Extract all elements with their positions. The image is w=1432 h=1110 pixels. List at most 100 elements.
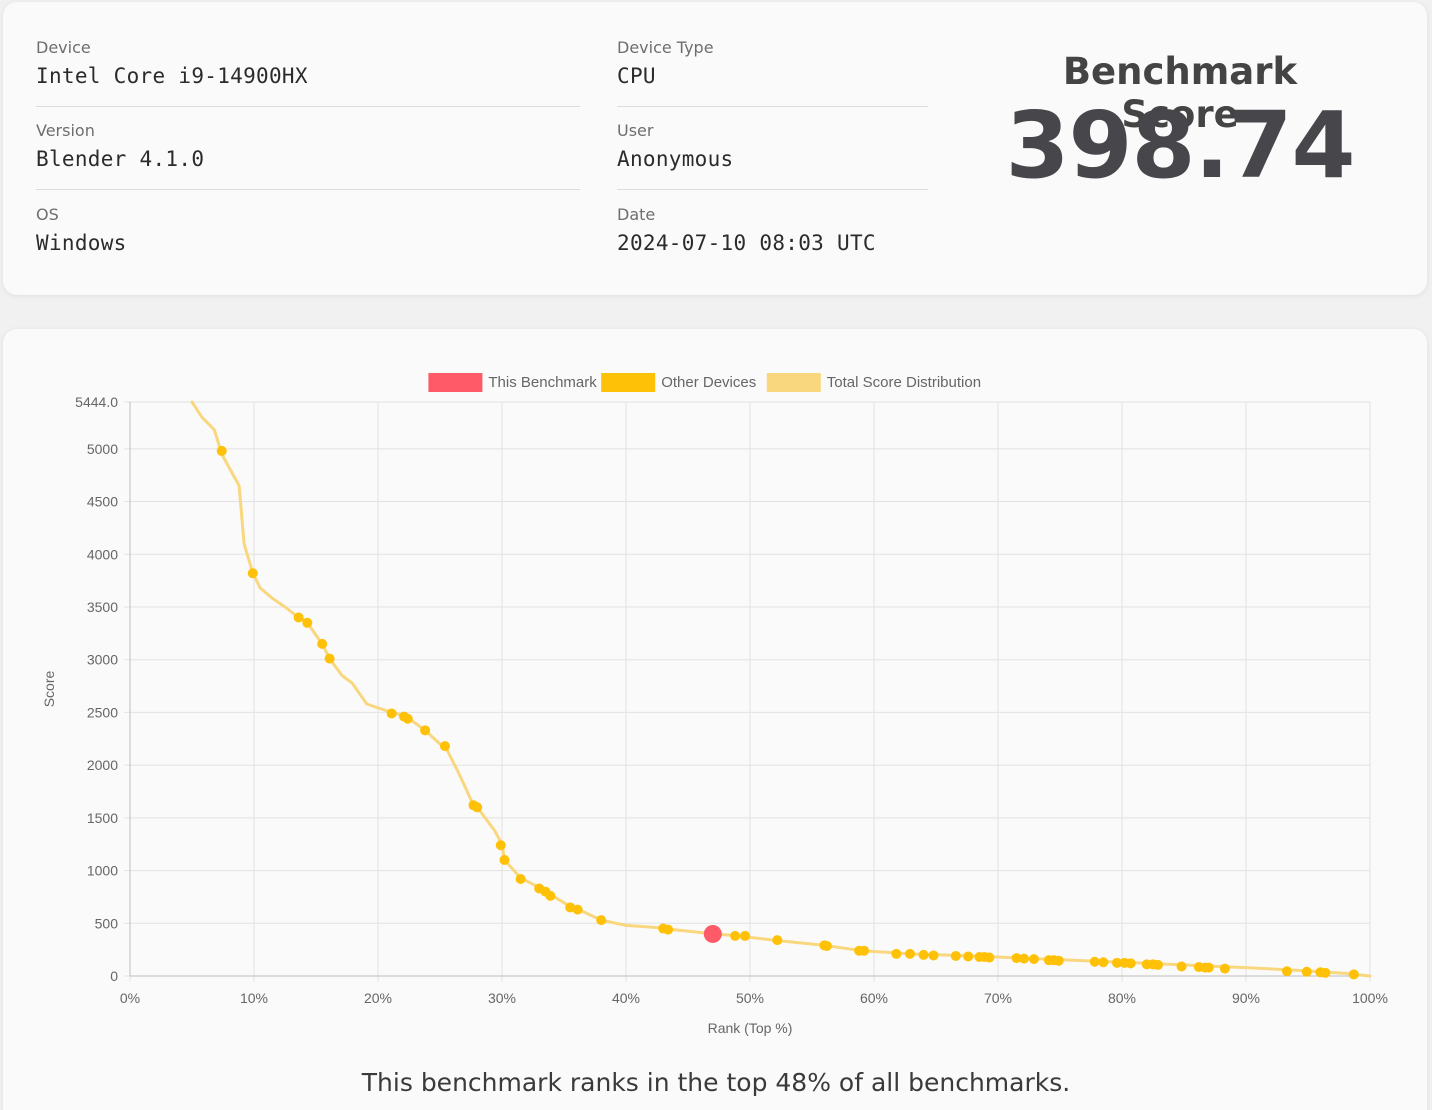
chart-card (3, 329, 1427, 1110)
date-label: Date (617, 205, 656, 224)
other-device-point (904, 948, 915, 959)
y-tick-label: 1000 (87, 863, 118, 879)
other-device-point (1028, 954, 1039, 965)
x-tick-label: 0% (120, 990, 140, 1006)
other-device-point (859, 945, 870, 956)
user-value: Anonymous (617, 147, 734, 171)
date-value: 2024-07-10 08:03 UTC (617, 231, 876, 255)
x-tick-label: 30% (488, 990, 516, 1006)
x-tick-label: 50% (736, 990, 764, 1006)
other-device-point (1011, 953, 1022, 964)
rank-summary-text: This benchmark ranks in the top 48% of a… (361, 1068, 1071, 1097)
device-field: Device Intel Core i9-14900HX (36, 38, 308, 88)
device-value: Intel Core i9-14900HX (36, 64, 308, 88)
legend-swatch (601, 373, 656, 392)
distribution-line-layer (190, 400, 1372, 978)
other-device-point (1301, 966, 1312, 977)
other-device-point (1320, 967, 1331, 978)
divider (36, 189, 580, 190)
legend-label: Total Score Distribution (827, 374, 981, 391)
other-device-point (918, 949, 929, 960)
other-device-point (772, 935, 783, 946)
other-device-point (1125, 958, 1136, 969)
other-device-point (1112, 957, 1123, 968)
x-tick-label: 60% (860, 990, 888, 1006)
other-device-point (1348, 969, 1359, 980)
x-axis-title: Rank (Top %) (708, 1020, 793, 1036)
other-device-point (545, 890, 556, 901)
device-label: Device (36, 38, 91, 57)
x-tick-label: 90% (1232, 990, 1260, 1006)
os-field: OS Windows (36, 205, 127, 255)
device-type-field: Device Type CPU (617, 38, 714, 88)
other-device-point (324, 653, 335, 664)
other-device-point (499, 855, 510, 866)
other-device-point (317, 638, 328, 649)
x-tick-label: 70% (984, 990, 1012, 1006)
date-field: Date 2024-07-10 08:03 UTC (617, 205, 876, 255)
other-device-point (1281, 966, 1292, 977)
y-tick-label: 2500 (87, 704, 118, 720)
legend-swatch (766, 373, 821, 392)
other-device-point (963, 951, 974, 962)
user-label: User (617, 121, 654, 140)
other-device-point (984, 952, 995, 963)
chart-legend[interactable]: This Benchmark Other Devices Total Score D… (428, 373, 981, 392)
benchmark-score-value: 398.74 (1005, 92, 1355, 199)
other-device-point (740, 930, 751, 941)
y-tick-label: 3500 (87, 599, 118, 615)
benchmark-info-card (3, 2, 1427, 295)
y-tick-label: 2000 (87, 757, 118, 773)
divider (617, 189, 928, 190)
device-type-value: CPU (617, 64, 656, 88)
legend-swatch (428, 373, 483, 392)
other-device-point (572, 904, 583, 915)
chart-axes: 0% 10% 20% 30% 40% 50% 60% 70% 80% 90% 100% 0 500 100… (41, 394, 1388, 1036)
legend-label: Other Devices (661, 374, 756, 391)
other-device-point (663, 924, 674, 935)
x-tick-label: 100% (1352, 990, 1388, 1006)
other-device-point (821, 940, 832, 951)
distribution-line (190, 400, 1372, 978)
os-value: Windows (36, 231, 127, 255)
other-device-point (596, 915, 607, 926)
y-tick-label: 3000 (87, 652, 118, 668)
y-tick-label: 4000 (87, 546, 118, 562)
user-field: User Anonymous (617, 121, 734, 171)
other-device-point (891, 948, 902, 959)
other-device-point (1053, 955, 1064, 966)
other-device-point (472, 802, 483, 813)
x-tick-label: 10% (240, 990, 268, 1006)
divider (36, 106, 580, 107)
y-tick-label: 1500 (87, 810, 118, 826)
y-axis-title: Score (41, 671, 57, 708)
other-device-point (1098, 957, 1109, 968)
other-device-point (293, 612, 304, 623)
other-device-point (928, 950, 939, 961)
version-field: Version Blender 4.1.0 (36, 121, 204, 171)
other-device-point (1152, 959, 1163, 970)
other-device-point (402, 713, 413, 724)
y-tick-label: 5000 (87, 441, 118, 457)
other-device-point (302, 617, 313, 628)
other-device-point (1019, 953, 1030, 964)
y-tick-label: 500 (95, 915, 119, 931)
other-device-point (1219, 963, 1230, 974)
other-device-point (247, 568, 258, 579)
y-tick-label: 0 (110, 968, 118, 984)
data-points-layer (216, 445, 1359, 980)
other-device-point (386, 708, 397, 719)
other-device-point (1176, 961, 1187, 972)
other-device-point (495, 840, 506, 851)
other-device-point (1203, 962, 1214, 973)
other-device-point (730, 930, 741, 941)
benchmark-score-title: Benchmark Score (1062, 50, 1298, 136)
other-device-point (439, 741, 450, 752)
other-device-point (216, 445, 227, 456)
other-device-point (950, 950, 961, 961)
other-device-point (1089, 956, 1100, 967)
device-type-label: Device Type (617, 38, 714, 57)
divider (617, 106, 928, 107)
version-label: Version (36, 121, 95, 140)
